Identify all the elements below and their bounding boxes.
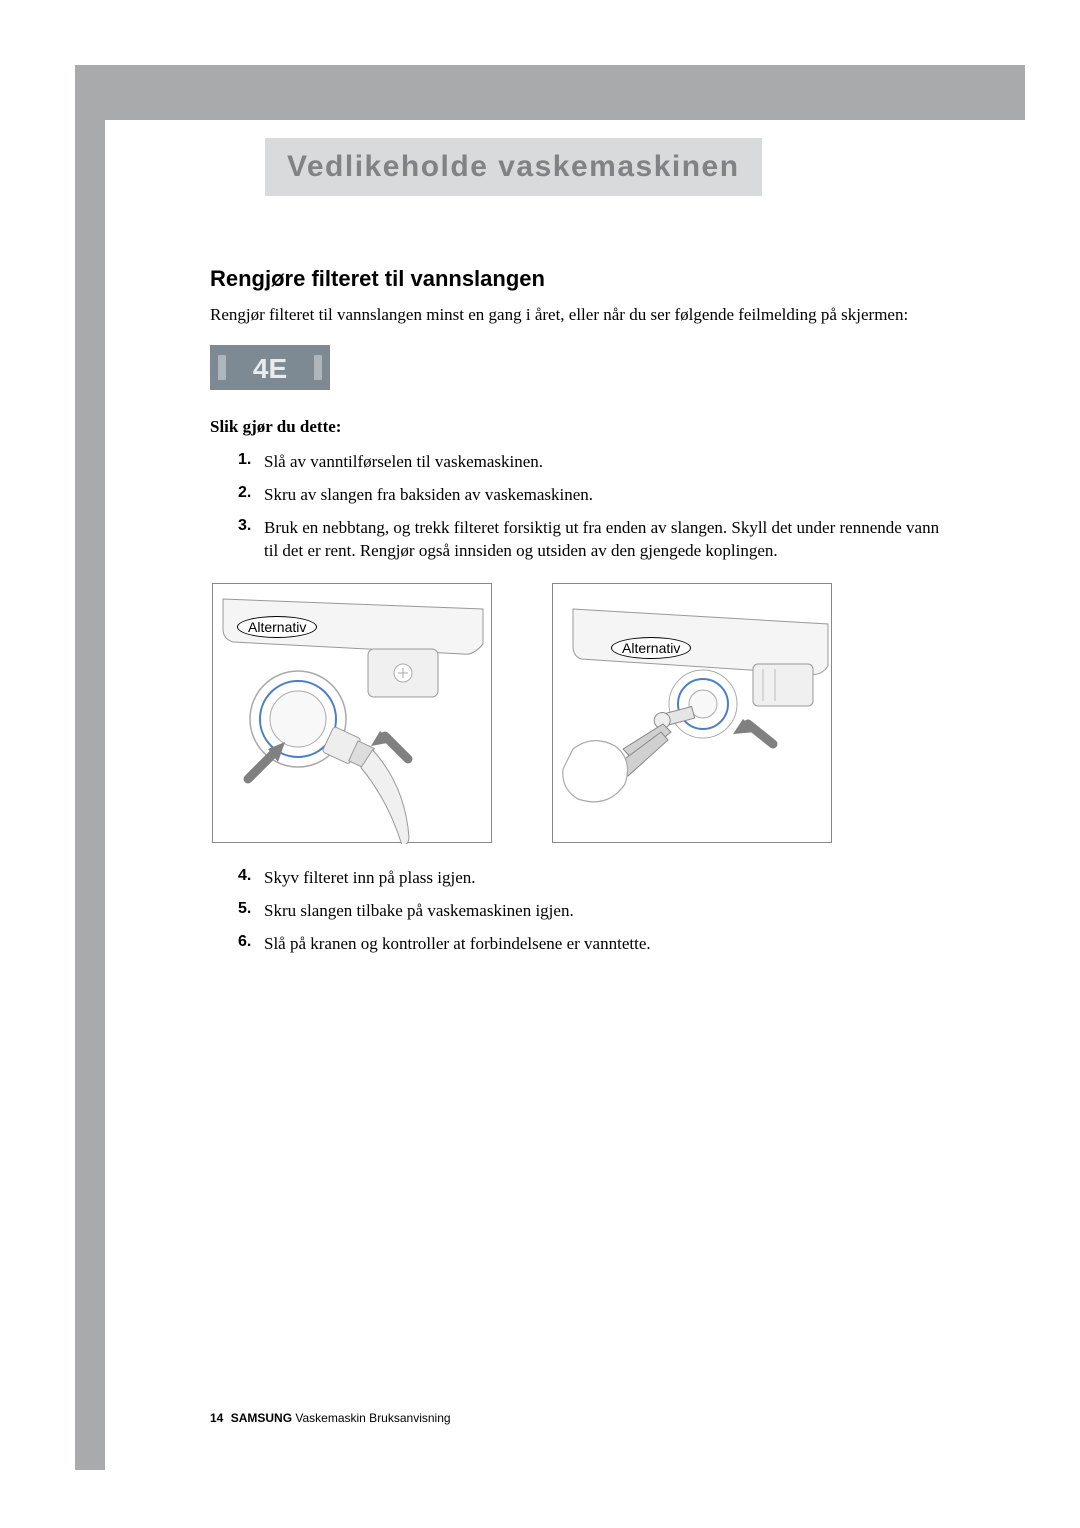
step-item: 2. Skru av slangen fra baksiden av vaske… bbox=[210, 484, 945, 507]
step-text: Slå av vanntilførselen til vaskemaskinen… bbox=[264, 451, 543, 474]
step-number: 6. bbox=[238, 933, 264, 956]
figure-label-right: Alternativ bbox=[611, 637, 691, 659]
step-item: 3. Bruk en nebbtang, og trekk filteret f… bbox=[210, 517, 945, 563]
step-item: 1. Slå av vanntilførselen til vaskemaski… bbox=[210, 451, 945, 474]
step-text: Slå på kranen og kontroller at forbindel… bbox=[264, 933, 651, 956]
footer-brand: SAMSUNG bbox=[231, 1411, 292, 1425]
footer-text: Vaskemaskin Bruksanvisning bbox=[292, 1411, 451, 1425]
page-title: Vedlikeholde vaskemaskinen bbox=[287, 150, 740, 183]
step-item: 5. Skru slangen tilbake på vaskemaskinen… bbox=[210, 900, 945, 923]
figure-right: Alternativ bbox=[552, 583, 832, 843]
step-text: Skru slangen tilbake på vaskemaskinen ig… bbox=[264, 900, 574, 923]
step-number: 2. bbox=[238, 484, 264, 507]
intro-paragraph: Rengjør filteret til vannslangen minst e… bbox=[210, 304, 945, 327]
step-text: Skru av slangen fra baksiden av vaskemas… bbox=[264, 484, 593, 507]
step-number: 3. bbox=[238, 517, 264, 563]
outer-gray-frame: Vedlikeholde vaskemaskinen Rengjøre filt… bbox=[75, 65, 1025, 1470]
steps-list-a: 1. Slå av vanntilførselen til vaskemaski… bbox=[210, 451, 945, 563]
figure-left: Alternativ bbox=[212, 583, 492, 843]
content-area: Vedlikeholde vaskemaskinen Rengjøre filt… bbox=[210, 120, 945, 1470]
step-item: 4. Skyv filteret inn på plass igjen. bbox=[210, 867, 945, 890]
steps-list-b: 4. Skyv filteret inn på plass igjen. 5. … bbox=[210, 867, 945, 956]
page-number: 14 bbox=[210, 1411, 223, 1425]
section-heading: Rengjøre filteret til vannslangen bbox=[210, 266, 945, 292]
error-code-display: 4E bbox=[210, 345, 330, 390]
step-text: Skyv filteret inn på plass igjen. bbox=[264, 867, 476, 890]
step-text: Bruk en nebbtang, og trekk filteret fors… bbox=[264, 517, 945, 563]
step-number: 4. bbox=[238, 867, 264, 890]
figures-row: Alternativ bbox=[212, 583, 945, 843]
sub-heading: Slik gjør du dette: bbox=[210, 417, 945, 437]
step-number: 1. bbox=[238, 451, 264, 474]
step-number: 5. bbox=[238, 900, 264, 923]
page-title-box: Vedlikeholde vaskemaskinen bbox=[265, 138, 762, 196]
page-footer: 14 SAMSUNG Vaskemaskin Bruksanvisning bbox=[210, 1411, 451, 1425]
error-code-text: 4E bbox=[253, 353, 287, 384]
figure-label-left: Alternativ bbox=[237, 616, 317, 638]
inner-white-page: Vedlikeholde vaskemaskinen Rengjøre filt… bbox=[105, 120, 1025, 1470]
step-item: 6. Slå på kranen og kontroller at forbin… bbox=[210, 933, 945, 956]
